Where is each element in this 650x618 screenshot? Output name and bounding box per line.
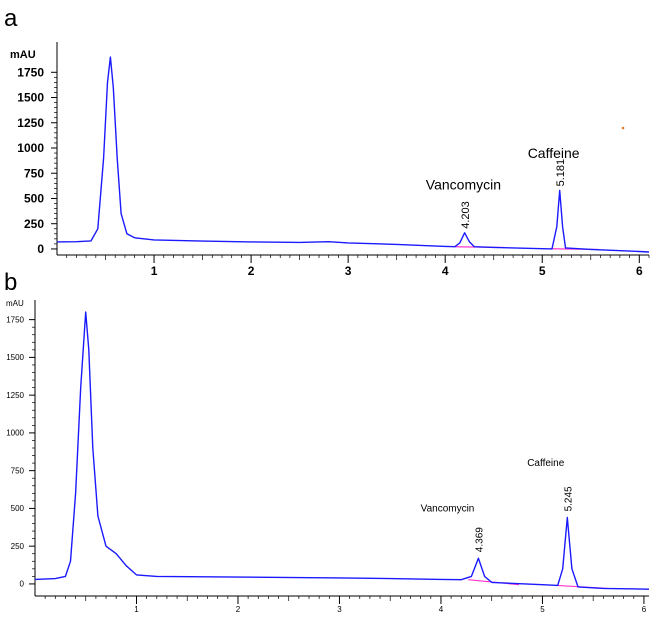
- x-tick-label: 5: [540, 605, 545, 614]
- y-tick-label: 750: [24, 166, 44, 180]
- y-axis-label-b: mAU: [6, 299, 24, 308]
- x-tick-label: 5: [539, 264, 546, 278]
- peak-retention-time: 4.203: [460, 201, 472, 229]
- x-tick-label: 2: [236, 605, 241, 614]
- x-tick-label: 3: [345, 264, 352, 278]
- peak-retention-time: 4.369: [474, 527, 485, 552]
- peak-retention-time: 5.245: [563, 486, 574, 511]
- panel-a: a mAU 0 250 500 750 1000 1250 1500 1750 1 2 3 4 5 6 Va…: [4, 5, 650, 278]
- y-tick-label: 500: [11, 504, 25, 513]
- y-tick-label: 1750: [17, 65, 44, 79]
- panel-b: b mAU 0 250 500 750 1000 1250 1500 1750 1 2 3 4 5 6 Va…: [4, 269, 650, 614]
- x-tick-label: 6: [642, 605, 647, 614]
- x-tick-label: 4: [439, 605, 444, 614]
- x-tick-label: 1: [151, 264, 158, 278]
- peak-label: Vancomycin: [421, 503, 475, 514]
- y-tick-label: 250: [24, 217, 44, 231]
- peak-label: Caffeine: [527, 458, 565, 469]
- peak-label: Vancomycin: [426, 176, 501, 192]
- x-tick-label: 4: [442, 264, 449, 278]
- y-tick-label: 1500: [6, 353, 24, 362]
- chromatogram-trace: [56, 56, 650, 253]
- panel-label-a: a: [4, 5, 18, 32]
- x-tick-label: 1: [134, 605, 139, 614]
- x-tick-label: 3: [337, 605, 342, 614]
- y-tick-label: 250: [11, 542, 25, 551]
- y-tick-label: 1250: [6, 391, 24, 400]
- peak-retention-time: 5.181: [555, 159, 567, 187]
- y-tick-label: 1250: [17, 116, 44, 130]
- y-tick-label: 1500: [17, 91, 44, 105]
- chromatogram-trace: [34, 311, 650, 590]
- y-tick-label: 1000: [6, 429, 24, 438]
- plot-area-a: 0 250 500 750 1000 1250 1500 1750 1 2 3 4 5 6 Vancomyc…: [17, 42, 650, 278]
- y-tick-label: 0: [20, 580, 25, 589]
- x-tick-label: 6: [636, 264, 643, 278]
- y-tick-label: 750: [11, 466, 25, 475]
- x-tick-label: 2: [248, 264, 255, 278]
- peak-label: Caffeine: [528, 145, 580, 161]
- stray-speck: [621, 126, 625, 130]
- y-tick-label: 500: [24, 192, 44, 206]
- plot-area-b: 0 250 500 750 1000 1250 1500 1750 1 2 3 4 5 6 Vancomyc…: [6, 300, 650, 614]
- y-tick-label: 1750: [6, 315, 24, 324]
- panel-label-b: b: [4, 269, 17, 296]
- y-axis-label-a: mAU: [10, 49, 36, 61]
- y-tick-label: 0: [37, 242, 44, 256]
- y-tick-label: 1000: [17, 141, 44, 155]
